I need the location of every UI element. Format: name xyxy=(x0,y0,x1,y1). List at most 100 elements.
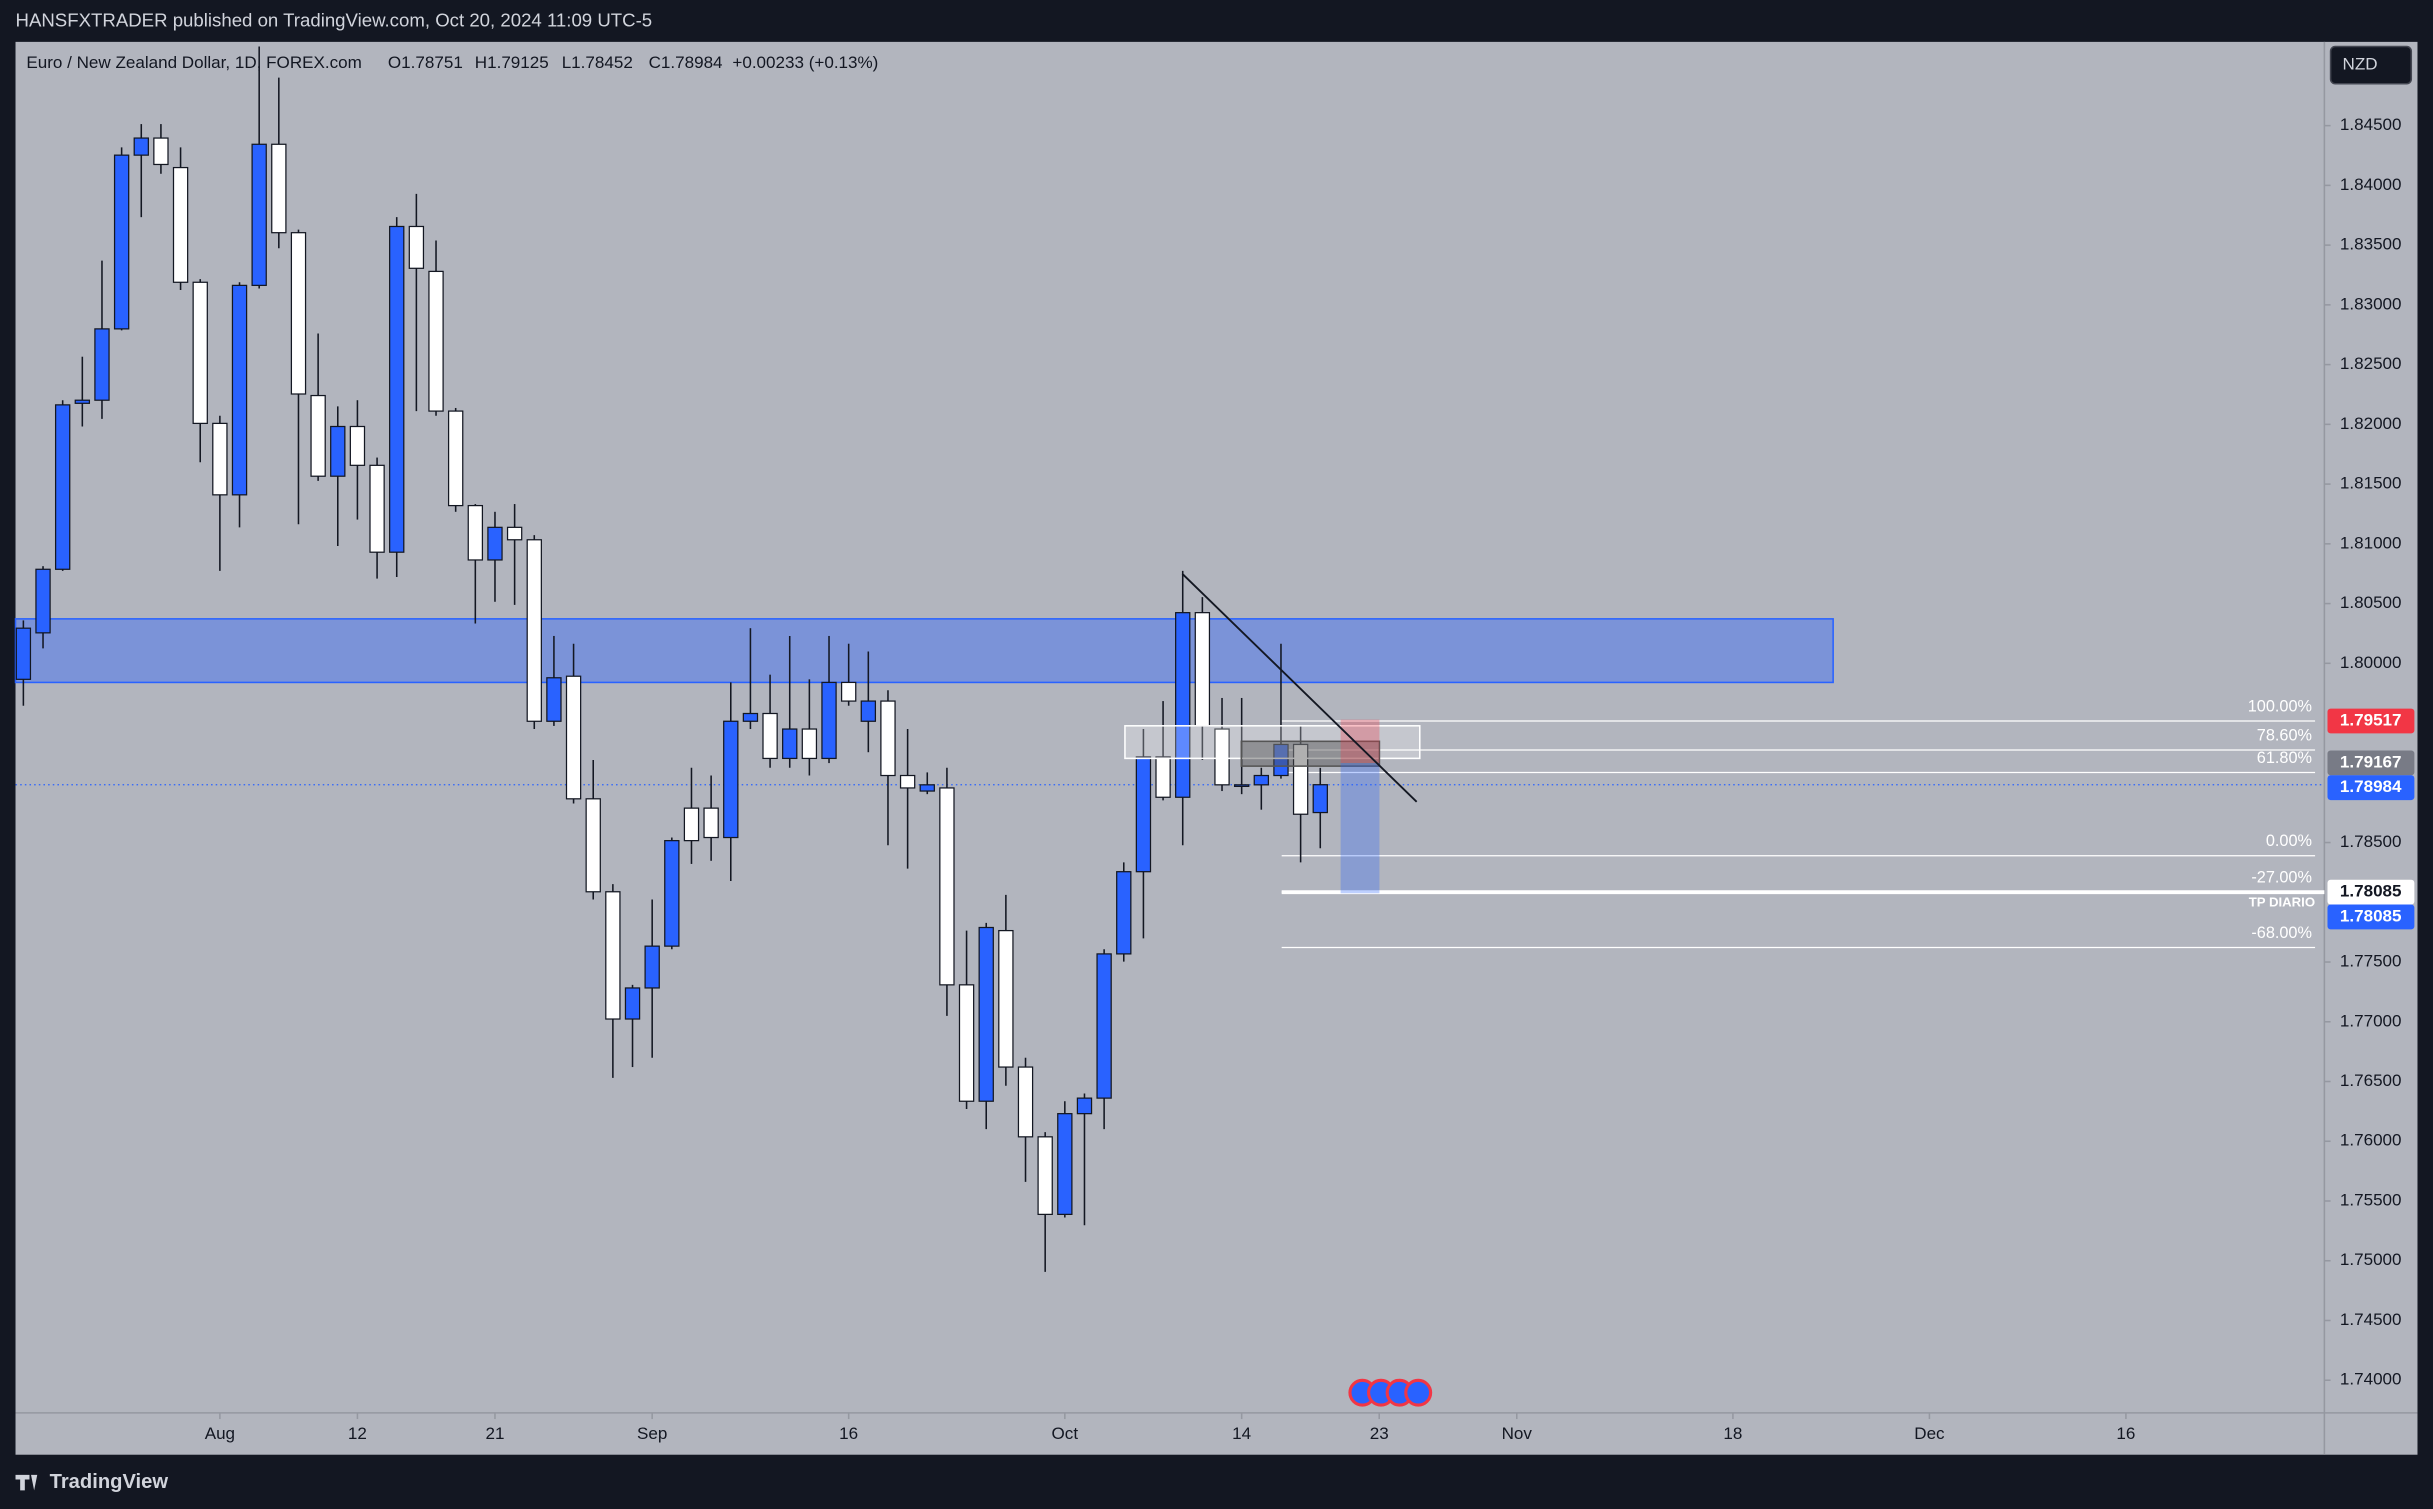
currency-button[interactable] xyxy=(2329,45,2413,85)
candle-body xyxy=(54,404,71,570)
legend: O1.78751 H1.79125 L1.78452 C1.78984 +0.00233… xyxy=(388,53,878,72)
y-tick-label: 1.78500 xyxy=(2340,832,2402,851)
y-tick-label: 1.80500 xyxy=(2340,593,2402,612)
candle-body xyxy=(113,154,130,330)
candle-body xyxy=(1017,1066,1034,1138)
candle-body xyxy=(703,807,719,839)
candle-body xyxy=(369,464,385,553)
x-tick-label: 14 xyxy=(1232,1424,1251,1443)
legend-value: L1.78452 xyxy=(562,53,633,72)
candle-body xyxy=(1175,612,1191,798)
x-tick-label: 16 xyxy=(839,1424,858,1443)
publisher: HANSFXTRADER published on TradingView.co… xyxy=(16,10,653,31)
y-tick-label: 1.84000 xyxy=(2340,175,2402,194)
price-tag xyxy=(2327,775,2415,801)
candle-body xyxy=(585,798,601,893)
candle-body xyxy=(35,568,51,634)
candle-body xyxy=(1312,784,1328,814)
candle-body xyxy=(1194,612,1211,727)
candle-body xyxy=(172,166,189,283)
price-axis: 1.84500 1.84000 1.83500 1.83000 1.82500 1.820… xyxy=(205,115,2415,1443)
fib-label: -27.00% xyxy=(2251,868,2312,886)
candle-body xyxy=(74,399,91,404)
x-tick-label: Oct xyxy=(1052,1424,1079,1443)
candle-body xyxy=(840,681,857,702)
candle-body xyxy=(1155,756,1171,798)
candle-body xyxy=(1096,953,1112,1099)
candle-body xyxy=(565,675,582,800)
y-tick-label: 1.83000 xyxy=(2340,294,2402,313)
candle-body xyxy=(1057,1113,1073,1216)
candle-body xyxy=(683,807,700,842)
candle-body xyxy=(782,728,798,760)
candle-body xyxy=(447,410,464,507)
candle-body xyxy=(664,840,680,947)
candle-body xyxy=(624,987,641,1020)
x-tick-label: 12 xyxy=(348,1424,367,1443)
candle-body xyxy=(644,945,660,989)
fib-label: 61.80% xyxy=(2257,749,2312,767)
price-tag xyxy=(2327,879,2415,905)
y-tick-label: 1.77000 xyxy=(2340,1011,2402,1030)
candle-body xyxy=(487,526,503,561)
y-tick-label: 1.81500 xyxy=(2340,474,2402,493)
x-tick-label: Sep xyxy=(637,1424,667,1443)
y-tick-label: 1.74500 xyxy=(2340,1310,2402,1329)
brand: TradingView xyxy=(50,1471,169,1493)
candle-body xyxy=(899,774,916,789)
price-tag xyxy=(2327,750,2415,776)
price-tag-label: 1.79517 xyxy=(2340,711,2402,730)
candle-body xyxy=(153,137,169,166)
candle-body xyxy=(94,328,110,401)
price-tag-label: 1.78085 xyxy=(2340,882,2402,901)
fib-label: 78.60% xyxy=(2257,726,2312,744)
candle-body xyxy=(1233,784,1250,788)
x-tick-label: 16 xyxy=(2116,1424,2135,1443)
y-tick-label: 1.84500 xyxy=(2340,115,2402,134)
y-tick-label: 1.76000 xyxy=(2340,1131,2402,1150)
x-tick-label: 21 xyxy=(485,1424,504,1443)
indicator-icons xyxy=(1348,1378,1433,1407)
candle-body xyxy=(723,720,739,839)
target-label: TP DIARIO xyxy=(2249,894,2315,909)
candle-body xyxy=(1214,728,1230,786)
candle-body xyxy=(801,728,818,760)
price-tag-label: 1.79167 xyxy=(2340,752,2402,771)
gray-box xyxy=(1240,740,1381,767)
candle-body xyxy=(1135,756,1152,873)
y-tick-label: 1.82500 xyxy=(2340,354,2402,373)
candle-body xyxy=(349,425,366,466)
target-box xyxy=(1340,763,1380,894)
y-tick-label: 1.75500 xyxy=(2340,1191,2402,1210)
candle-body xyxy=(1253,774,1270,786)
x-tick-label: 18 xyxy=(1723,1424,1742,1443)
fib-label: 100.00% xyxy=(2248,697,2312,715)
candle-body xyxy=(1292,743,1309,815)
y-tick-label: 1.82000 xyxy=(2340,414,2402,433)
candle-body xyxy=(133,137,149,156)
x-tick-label: Nov xyxy=(1502,1424,1533,1443)
candle-body xyxy=(251,143,267,287)
candle-body xyxy=(192,281,208,425)
currency-label: NZD xyxy=(2343,55,2378,74)
x-tick-label: Aug xyxy=(205,1424,235,1443)
candle-body xyxy=(330,425,346,477)
legend-value: C1.78984 xyxy=(649,53,723,72)
price-tag-label: 1.78984 xyxy=(2340,777,2402,796)
candle-body xyxy=(231,284,248,496)
candle-body xyxy=(821,681,837,760)
fib-label: -68.00% xyxy=(2251,924,2312,942)
candle-body xyxy=(860,700,877,722)
y-tick-label: 1.74000 xyxy=(2340,1370,2402,1389)
candle-body xyxy=(1076,1097,1093,1115)
candles xyxy=(15,46,1328,1272)
legend-value: O1.78751 xyxy=(388,53,463,72)
stop-box xyxy=(1340,719,1380,764)
x-tick-label: Dec xyxy=(1914,1424,1945,1443)
candle-body xyxy=(271,143,287,234)
candle-body xyxy=(880,700,896,777)
candle-body xyxy=(1116,871,1132,955)
candle-body xyxy=(310,394,326,477)
